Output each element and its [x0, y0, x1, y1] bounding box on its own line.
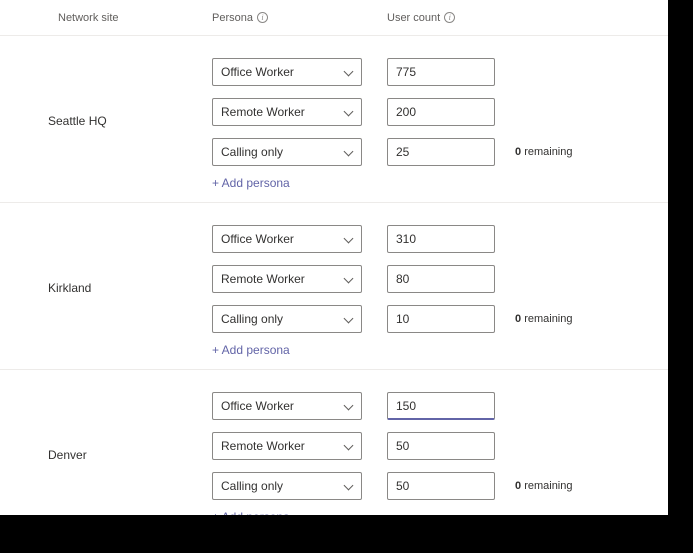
- site-block: Denver Office Worker: [0, 370, 668, 515]
- header-user-count: User count: [375, 12, 495, 24]
- remaining-count: 0: [515, 146, 521, 158]
- user-count-input[interactable]: [387, 58, 495, 86]
- site-block: Kirkland Office Worker: [0, 203, 668, 370]
- remaining-count: 0: [515, 480, 521, 492]
- persona-select-value: Calling only: [221, 145, 283, 159]
- remaining-suffix: remaining: [524, 146, 572, 158]
- persona-allocation-panel: Network site Persona User count Seattle …: [0, 0, 668, 515]
- user-count-input[interactable]: [387, 265, 495, 293]
- header-network-site: Network site: [0, 12, 200, 24]
- persona-row: Remote Worker: [200, 92, 668, 132]
- user-count-input[interactable]: [387, 305, 495, 333]
- user-count-input[interactable]: [387, 138, 495, 166]
- persona-row: Remote Worker: [200, 259, 668, 299]
- remaining-suffix: remaining: [524, 480, 572, 492]
- user-count-input[interactable]: [387, 472, 495, 500]
- chevron-down-icon: [343, 234, 353, 244]
- persona-row: Calling only 0 remaining: [200, 466, 668, 506]
- info-icon[interactable]: [257, 12, 268, 23]
- header-persona: Persona: [200, 12, 375, 24]
- chevron-down-icon: [343, 274, 353, 284]
- persona-row: Office Worker: [200, 386, 668, 426]
- persona-row: Remote Worker: [200, 426, 668, 466]
- persona-select[interactable]: Office Worker: [212, 225, 362, 253]
- site-block: Seattle HQ Office Worker: [0, 36, 668, 203]
- persona-select-value: Remote Worker: [221, 439, 305, 453]
- persona-select[interactable]: Remote Worker: [212, 432, 362, 460]
- persona-row: Calling only 0 remaining: [200, 132, 668, 172]
- site-name: Kirkland: [0, 219, 200, 357]
- persona-select[interactable]: Office Worker: [212, 392, 362, 420]
- persona-select[interactable]: Calling only: [212, 472, 362, 500]
- remaining-label: 0 remaining: [495, 146, 573, 158]
- persona-select[interactable]: Remote Worker: [212, 98, 362, 126]
- persona-select-value: Remote Worker: [221, 272, 305, 286]
- persona-select[interactable]: Calling only: [212, 138, 362, 166]
- user-count-input[interactable]: [387, 432, 495, 460]
- chevron-down-icon: [343, 67, 353, 77]
- add-persona-link[interactable]: + Add persona: [200, 176, 668, 190]
- chevron-down-icon: [343, 107, 353, 117]
- remaining-suffix: remaining: [524, 313, 572, 325]
- column-headers: Network site Persona User count: [0, 0, 668, 36]
- persona-select-value: Office Worker: [221, 232, 294, 246]
- chevron-down-icon: [343, 147, 353, 157]
- chevron-down-icon: [343, 481, 353, 491]
- remaining-label: 0 remaining: [495, 480, 573, 492]
- persona-select-value: Office Worker: [221, 65, 294, 79]
- user-count-input[interactable]: [387, 225, 495, 253]
- chevron-down-icon: [343, 401, 353, 411]
- chevron-down-icon: [343, 314, 353, 324]
- remaining-label: 0 remaining: [495, 313, 573, 325]
- chevron-down-icon: [343, 441, 353, 451]
- persona-select[interactable]: Office Worker: [212, 58, 362, 86]
- remaining-count: 0: [515, 313, 521, 325]
- persona-row: Office Worker: [200, 219, 668, 259]
- add-persona-link[interactable]: + Add persona: [200, 510, 668, 515]
- persona-select-value: Remote Worker: [221, 105, 305, 119]
- site-name: Denver: [0, 386, 200, 515]
- persona-select-value: Calling only: [221, 312, 283, 326]
- user-count-input[interactable]: [387, 98, 495, 126]
- header-user-count-label: User count: [387, 12, 440, 24]
- add-persona-link[interactable]: + Add persona: [200, 343, 668, 357]
- persona-select-value: Calling only: [221, 479, 283, 493]
- user-count-input[interactable]: [387, 392, 495, 420]
- persona-select[interactable]: Remote Worker: [212, 265, 362, 293]
- persona-select[interactable]: Calling only: [212, 305, 362, 333]
- site-name: Seattle HQ: [0, 52, 200, 190]
- persona-row: Calling only 0 remaining: [200, 299, 668, 339]
- persona-row: Office Worker: [200, 52, 668, 92]
- info-icon[interactable]: [444, 12, 455, 23]
- persona-select-value: Office Worker: [221, 399, 294, 413]
- header-persona-label: Persona: [212, 12, 253, 24]
